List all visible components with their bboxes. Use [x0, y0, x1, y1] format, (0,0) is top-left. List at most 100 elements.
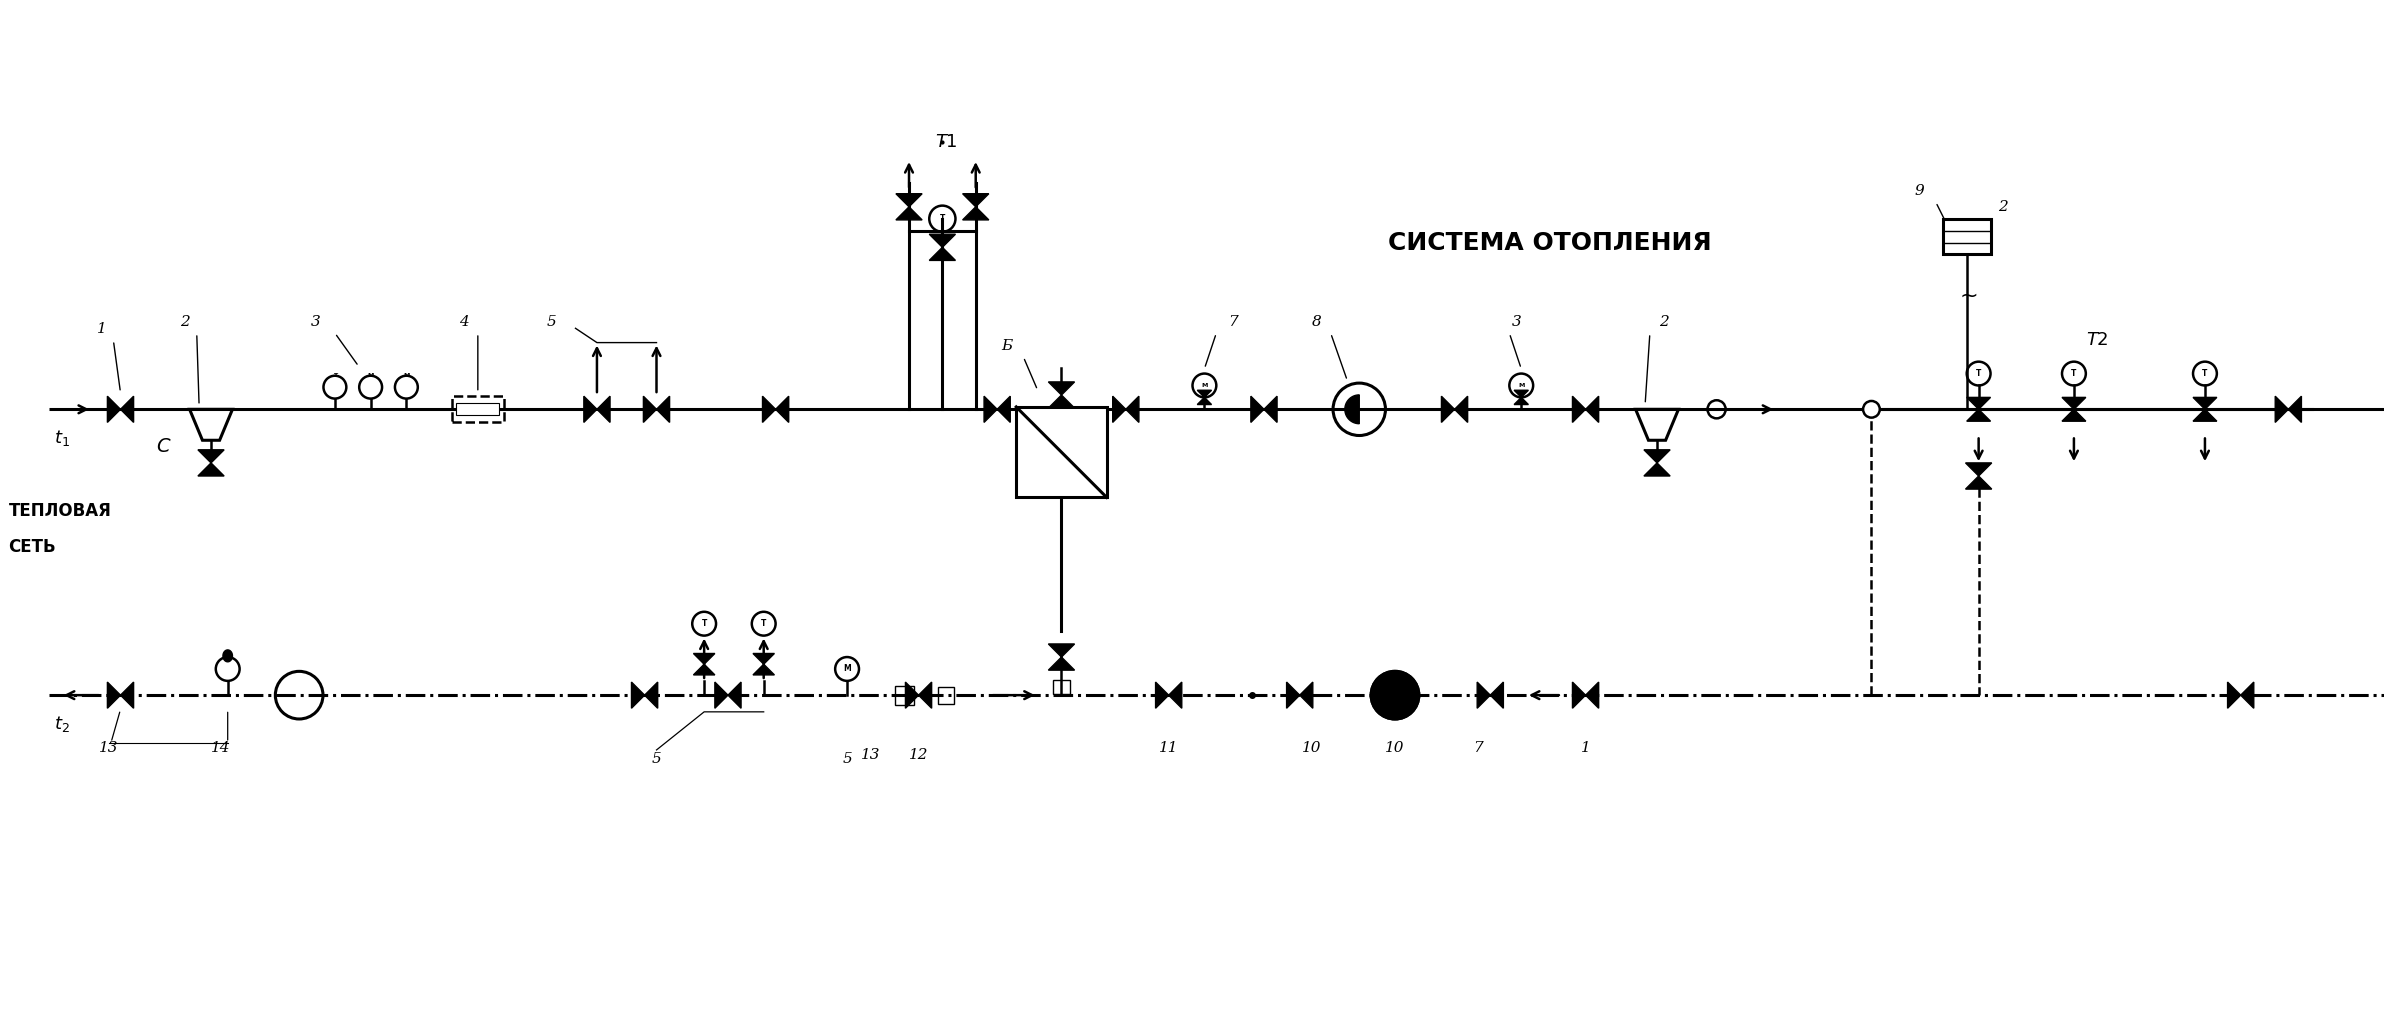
- Polygon shape: [1049, 644, 1076, 657]
- Polygon shape: [2287, 397, 2302, 422]
- Text: ТЕПЛОВАЯ: ТЕПЛОВАЯ: [10, 502, 112, 521]
- Polygon shape: [930, 234, 956, 247]
- Polygon shape: [930, 247, 956, 260]
- Polygon shape: [122, 397, 134, 422]
- Bar: [451, 397, 503, 422]
- Polygon shape: [1514, 390, 1529, 398]
- Polygon shape: [107, 397, 122, 422]
- Polygon shape: [1250, 397, 1264, 422]
- Polygon shape: [1572, 397, 1586, 422]
- Polygon shape: [964, 207, 990, 220]
- Polygon shape: [1300, 682, 1312, 709]
- Text: T: T: [334, 373, 336, 378]
- Polygon shape: [222, 650, 231, 662]
- Text: C: C: [157, 437, 169, 457]
- Polygon shape: [754, 654, 775, 664]
- Polygon shape: [1049, 395, 1076, 408]
- Text: $T2$: $T2$: [2087, 331, 2108, 349]
- Polygon shape: [964, 194, 990, 207]
- Text: 5: 5: [546, 315, 556, 330]
- Polygon shape: [754, 664, 775, 675]
- Text: 11: 11: [1159, 741, 1178, 754]
- Polygon shape: [1286, 682, 1300, 709]
- Polygon shape: [1049, 382, 1076, 395]
- Circle shape: [1371, 671, 1419, 719]
- Text: 2: 2: [1660, 315, 1669, 330]
- Text: M: M: [403, 373, 410, 378]
- Polygon shape: [198, 449, 224, 463]
- Text: T: T: [2201, 369, 2209, 378]
- Text: 14: 14: [210, 741, 231, 754]
- Polygon shape: [632, 682, 644, 709]
- Text: T: T: [1975, 369, 1982, 378]
- Polygon shape: [716, 682, 727, 709]
- Text: 13: 13: [98, 741, 119, 754]
- Polygon shape: [2194, 398, 2216, 409]
- Polygon shape: [1965, 463, 1991, 476]
- Polygon shape: [2063, 409, 2087, 421]
- Text: 1: 1: [1581, 741, 1591, 754]
- Polygon shape: [1441, 397, 1455, 422]
- Polygon shape: [1197, 398, 1212, 405]
- Bar: [937, 687, 954, 703]
- Circle shape: [1863, 401, 1879, 417]
- Text: M: M: [1519, 382, 1524, 387]
- Polygon shape: [107, 682, 122, 709]
- Polygon shape: [2240, 682, 2254, 709]
- Text: T: T: [940, 214, 944, 223]
- Text: 10: 10: [1386, 741, 1405, 754]
- Polygon shape: [1491, 682, 1503, 709]
- Bar: [1016, 407, 1107, 498]
- Polygon shape: [1264, 397, 1276, 422]
- Polygon shape: [1126, 397, 1140, 422]
- Polygon shape: [1455, 397, 1467, 422]
- Polygon shape: [2228, 682, 2240, 709]
- Text: СИСТЕМА ОТОПЛЕНИЯ: СИСТЕМА ОТОПЛЕНИЯ: [1388, 230, 1712, 254]
- Polygon shape: [1965, 476, 1991, 489]
- Polygon shape: [1157, 682, 1169, 709]
- Bar: [1054, 680, 1071, 694]
- Text: 1: 1: [95, 322, 107, 337]
- Polygon shape: [596, 397, 611, 422]
- Text: 9: 9: [1915, 184, 1925, 198]
- Bar: [1944, 219, 1991, 254]
- Text: 5: 5: [651, 752, 661, 766]
- Polygon shape: [1049, 657, 1076, 670]
- Text: 3: 3: [1512, 315, 1522, 330]
- Polygon shape: [1968, 398, 1991, 409]
- Polygon shape: [1114, 397, 1126, 422]
- Polygon shape: [122, 682, 134, 709]
- Text: $T1$: $T1$: [935, 133, 959, 151]
- Text: $t_2$: $t_2$: [55, 714, 69, 733]
- Polygon shape: [1345, 395, 1359, 424]
- Polygon shape: [1476, 682, 1491, 709]
- Polygon shape: [897, 194, 923, 207]
- Polygon shape: [1572, 682, 1586, 709]
- Polygon shape: [694, 664, 716, 675]
- Text: Б: Б: [1002, 339, 1011, 353]
- Polygon shape: [1586, 682, 1598, 709]
- Polygon shape: [763, 397, 775, 422]
- Text: 3: 3: [310, 315, 320, 330]
- Text: 2: 2: [179, 315, 191, 330]
- Polygon shape: [1586, 397, 1598, 422]
- Polygon shape: [2194, 409, 2216, 421]
- Text: M: M: [1202, 382, 1207, 387]
- Bar: [456, 403, 498, 415]
- Text: 8: 8: [1312, 315, 1321, 330]
- Bar: [894, 686, 913, 705]
- Text: M: M: [844, 664, 851, 674]
- Polygon shape: [2275, 397, 2287, 422]
- Text: T: T: [701, 619, 706, 628]
- Polygon shape: [2063, 398, 2087, 409]
- Polygon shape: [694, 654, 716, 664]
- Text: СЕТЬ: СЕТЬ: [10, 538, 57, 556]
- Polygon shape: [644, 682, 658, 709]
- Text: 7: 7: [1228, 315, 1238, 330]
- Polygon shape: [1197, 390, 1212, 398]
- Text: T: T: [2070, 369, 2077, 378]
- Polygon shape: [985, 397, 997, 422]
- Text: ~: ~: [1960, 286, 1977, 306]
- Polygon shape: [775, 397, 789, 422]
- Polygon shape: [918, 682, 933, 709]
